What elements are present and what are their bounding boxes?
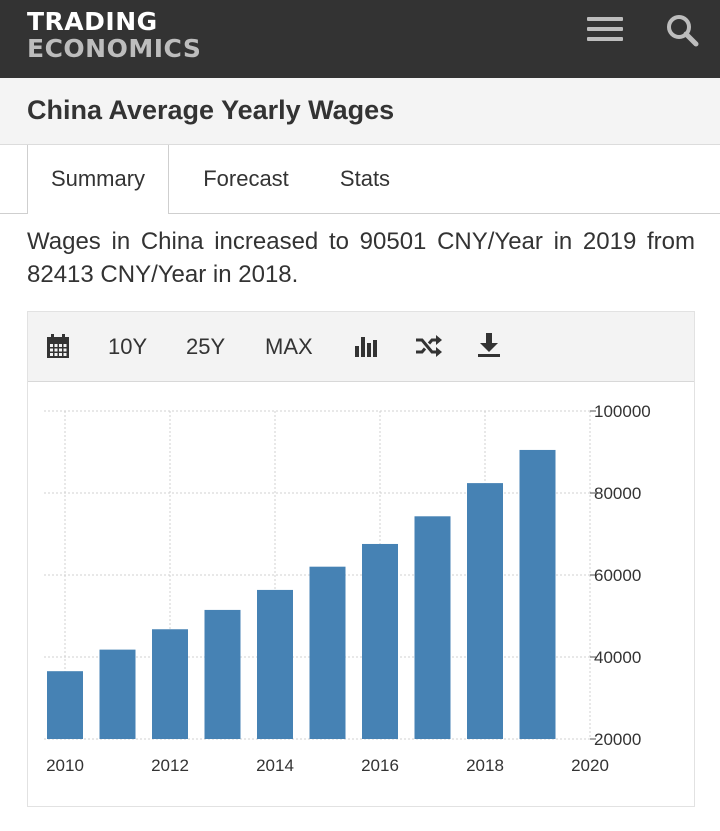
top-navigation-bar: TRADING ECONOMICS bbox=[0, 0, 720, 78]
wages-bar-chart: 20000 40000 60000 80000 100000 2010 2012 2014 20… bbox=[44, 402, 651, 775]
bar-2015 bbox=[309, 566, 346, 739]
logo-line-2: ECONOMICS bbox=[27, 34, 202, 63]
x-tick-label: 2020 bbox=[571, 756, 609, 775]
bar-2014 bbox=[257, 589, 293, 739]
tab-summary[interactable]: Summary bbox=[27, 145, 169, 214]
bar-2011 bbox=[99, 649, 136, 739]
calendar-icon[interactable] bbox=[46, 333, 70, 359]
tab-bar: Summary Forecast Stats bbox=[0, 145, 720, 214]
range-25y-button[interactable]: 25Y bbox=[186, 334, 226, 359]
summary-description: Wages in China increased to 90501 CNY/Ye… bbox=[27, 228, 695, 288]
page-title: China Average Yearly Wages bbox=[27, 95, 395, 125]
bar-2016 bbox=[362, 543, 398, 739]
y-tick-label: 20000 bbox=[594, 730, 641, 749]
search-icon[interactable] bbox=[664, 12, 700, 48]
y-tick-label: 60000 bbox=[594, 566, 641, 585]
x-tick-label: 2016 bbox=[361, 756, 399, 775]
x-tick-label: 2014 bbox=[256, 756, 294, 775]
tab-forecast[interactable]: Forecast bbox=[203, 166, 289, 191]
y-tick-label: 40000 bbox=[594, 648, 641, 667]
bar-2013 bbox=[204, 609, 241, 739]
y-tick-label: 100000 bbox=[594, 402, 651, 421]
bar-chart-icon[interactable] bbox=[354, 334, 378, 358]
bar-2018 bbox=[467, 483, 503, 739]
chart-toolbar: 10Y 25Y MAX bbox=[28, 312, 694, 382]
hamburger-menu-icon[interactable] bbox=[585, 14, 625, 44]
bar-2012 bbox=[152, 629, 188, 739]
bar-2010 bbox=[47, 671, 83, 739]
shuffle-icon[interactable] bbox=[414, 334, 442, 358]
x-tick-label: 2010 bbox=[46, 756, 84, 775]
logo-line-1: TRADING bbox=[27, 7, 158, 36]
range-10y-button[interactable]: 10Y bbox=[108, 334, 148, 359]
page-title-bar: China Average Yearly Wages bbox=[0, 78, 720, 145]
bar-2019 bbox=[519, 449, 556, 739]
x-tick-label: 2012 bbox=[151, 756, 189, 775]
y-tick-label: 80000 bbox=[594, 484, 641, 503]
x-tick-label: 2018 bbox=[466, 756, 504, 775]
trading-economics-logo[interactable]: TRADING ECONOMICS bbox=[27, 8, 201, 62]
chart-panel: 10Y 25Y MAX 20000 40000 60000 80000 100000 20… bbox=[27, 311, 695, 807]
download-icon[interactable] bbox=[477, 332, 501, 358]
bar-2017 bbox=[414, 516, 451, 739]
range-max-button[interactable]: MAX bbox=[265, 334, 313, 359]
tab-stats[interactable]: Stats bbox=[339, 166, 391, 191]
